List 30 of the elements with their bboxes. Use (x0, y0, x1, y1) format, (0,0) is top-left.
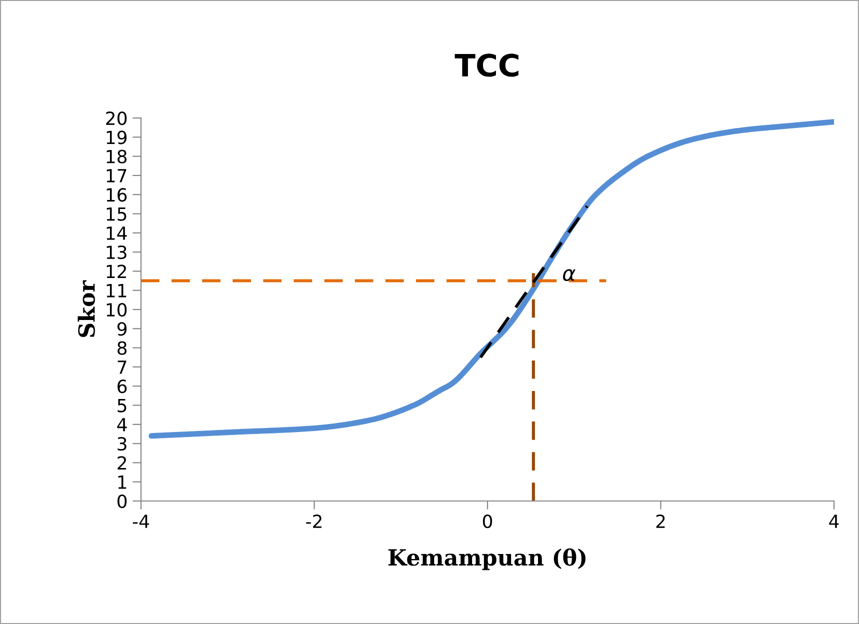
x-tick-label: -2 (306, 514, 322, 528)
y-tick-label: 15 (106, 207, 126, 221)
y-tick-label: 0 (118, 494, 127, 508)
x-tick-label: 2 (656, 514, 665, 528)
annotation: α (563, 269, 576, 282)
y-tick-label: 18 (106, 150, 127, 164)
y-tick-label: 3 (118, 437, 126, 451)
y-tick-label: 13 (106, 246, 126, 260)
chart-title: TCC (454, 54, 518, 77)
y-axis-title: Skor (78, 280, 95, 338)
y-tick-label: 4 (117, 418, 127, 432)
y-tick-label: 12 (106, 264, 126, 278)
y-tick-label: 20 (106, 111, 127, 126)
x-tick-label: 0 (482, 514, 492, 528)
y-tick-label: 9 (117, 322, 127, 336)
y-tick-label: 8 (118, 341, 127, 355)
y-tick-label: 16 (106, 188, 127, 202)
y-tick-label: 7 (118, 360, 126, 374)
y-tick-label: 2 (118, 456, 126, 470)
x-tick-label: -4 (132, 514, 149, 528)
y-tick-label: 14 (106, 226, 127, 240)
y-tick-label: 10 (106, 302, 127, 317)
x-tick-label: 4 (829, 514, 839, 528)
y-tick-label: 17 (106, 169, 126, 182)
x-axis-title: Kemampuan (θ) (388, 548, 586, 570)
y-tick-label: 11 (106, 284, 126, 298)
y-tick-label: 1 (118, 476, 126, 489)
y-tick-label: 5 (118, 398, 126, 412)
y-tick-label: 6 (118, 380, 127, 394)
y-tick-label: 19 (106, 130, 127, 144)
